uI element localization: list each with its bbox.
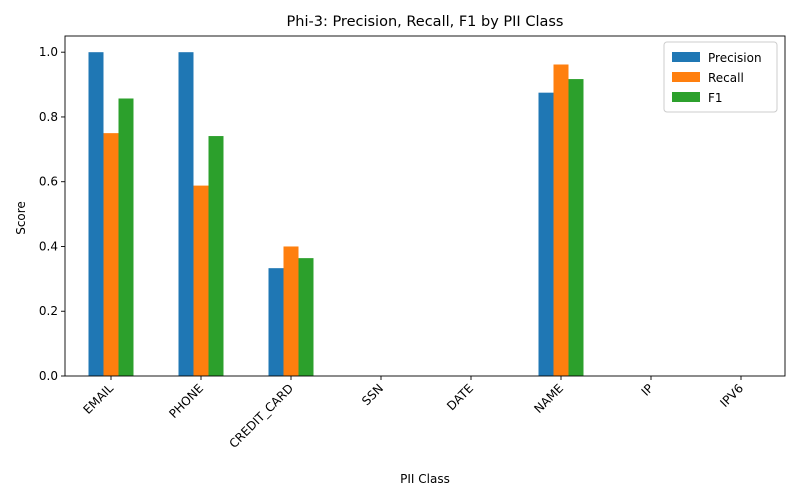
y-axis-label: Score (14, 201, 28, 235)
x-tick-label: CREDIT_CARD (226, 381, 296, 451)
legend-label-precision: Precision (708, 51, 762, 65)
bar-f1-email (118, 98, 134, 376)
bar-f1-phone (208, 136, 224, 376)
legend-label-recall: Recall (708, 71, 744, 85)
legend-label-f1: F1 (708, 91, 723, 105)
bar-precision-name (538, 92, 554, 377)
bar-f1-name (568, 79, 584, 377)
chart-title: Phi-3: Precision, Recall, F1 by PII Clas… (287, 14, 564, 30)
legend: Precision Recall F1 (663, 41, 778, 113)
x-tick-label: DATE (444, 381, 476, 413)
bar-recall-name (553, 64, 569, 376)
x-tick-label: NAME (531, 381, 566, 416)
x-tick-label: IPV6 (717, 381, 746, 410)
bar-recall-email (103, 133, 119, 376)
y-tick-label: 0.4 (39, 239, 58, 253)
x-tick-label: SSN (359, 381, 386, 408)
plot-frame (64, 35, 786, 377)
x-axis-label: PII Class (400, 472, 450, 486)
bar-precision-credit-card (268, 268, 284, 376)
legend-swatch-recall (672, 72, 700, 82)
x-tick-label: EMAIL (81, 381, 117, 417)
bars-layer (88, 52, 584, 377)
y-tick-label: 0.6 (39, 175, 58, 189)
y-tick-label: 0.8 (39, 110, 58, 124)
bar-recall-credit-card (283, 246, 299, 376)
y-tick-label: 1.0 (39, 45, 58, 59)
legend-swatch-precision (672, 52, 700, 62)
bar-recall-phone (193, 185, 209, 376)
bar-precision-phone (178, 52, 194, 376)
legend-swatch-f1 (672, 92, 700, 102)
x-tick-label: IP (639, 381, 657, 399)
bar-precision-email (88, 52, 104, 376)
bar-f1-credit-card (298, 258, 314, 376)
x-tick-label: PHONE (166, 381, 206, 421)
y-tick-label: 0.0 (39, 369, 58, 383)
y-tick-label: 0.2 (39, 304, 58, 318)
